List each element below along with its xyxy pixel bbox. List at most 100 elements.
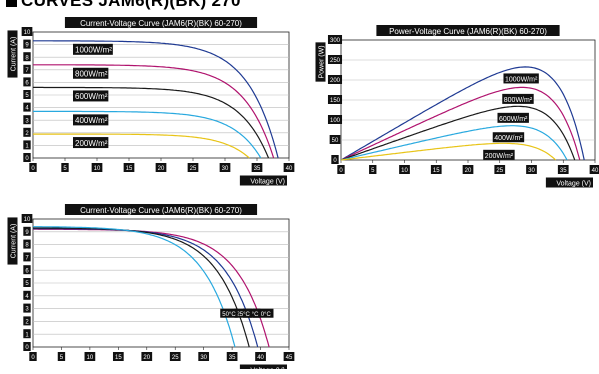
x-tick-label: 0 bbox=[337, 165, 345, 174]
y-tick-label-text: 8 bbox=[25, 55, 29, 61]
series-label: 400W/m² bbox=[492, 132, 525, 143]
x-tick-label-box bbox=[141, 352, 153, 361]
x-tick-label-box bbox=[112, 352, 124, 361]
chart-pv-irradiance-svg: Power-Voltage Curve (JAM6(R)(BK) 60-270)… bbox=[315, 25, 599, 188]
chart-iv-irradiance-svg: Current-Voltage Curve (JAM6(R)(BK) 60-27… bbox=[7, 17, 295, 186]
series-label-text: -10°C bbox=[255, 312, 271, 318]
x-tick-label-text: 40 bbox=[592, 168, 599, 174]
bullet-square-icon bbox=[6, 0, 17, 8]
y-tick-label-box bbox=[23, 127, 31, 137]
x-tick-label-box bbox=[557, 165, 569, 174]
y-tick-label-box bbox=[23, 52, 31, 62]
chart-title: Current-Voltage Curve (JAM6(R)(BK) 60-27… bbox=[64, 204, 258, 215]
y-tick-label-box bbox=[23, 115, 31, 125]
series-label-box bbox=[502, 93, 534, 104]
y-tick-label-text: 10 bbox=[24, 30, 31, 36]
x-tick-label-text: 15 bbox=[126, 166, 133, 172]
series-line bbox=[33, 227, 250, 348]
y-tick-label-box bbox=[23, 239, 31, 249]
series-line bbox=[33, 133, 250, 159]
y-tick-label-box bbox=[327, 95, 343, 104]
x-tick-label-text: 30 bbox=[222, 166, 229, 172]
x-tick-label-box bbox=[337, 165, 345, 174]
series-label-text: 600W/m² bbox=[75, 92, 108, 101]
y-tick-label: 0 bbox=[23, 342, 31, 351]
y-axis-label: Current (A) bbox=[7, 217, 18, 265]
y-tick-label-text: 50 bbox=[332, 138, 339, 144]
series-line bbox=[33, 110, 262, 159]
x-tick-label: 25 bbox=[187, 163, 199, 172]
y-tick-label: 10 bbox=[21, 27, 33, 36]
y-tick-label: 4 bbox=[23, 102, 31, 112]
x-tick-label: 5 bbox=[61, 163, 69, 172]
x-axis-label: Voltage (V) bbox=[545, 177, 593, 188]
series-label-box bbox=[252, 308, 274, 318]
x-tick-label-text: 10 bbox=[401, 168, 408, 174]
y-axis-label-box bbox=[315, 42, 326, 82]
y-tick-label: 50 bbox=[329, 135, 341, 144]
x-tick-label-box bbox=[494, 165, 506, 174]
x-tick-label: 15 bbox=[430, 165, 442, 174]
y-tick-label: 300 bbox=[327, 35, 343, 44]
series-label: 25°C bbox=[234, 308, 252, 318]
x-tick-label: 25 bbox=[494, 165, 506, 174]
x-tick-label: 40 bbox=[255, 352, 266, 361]
x-tick-label: 40 bbox=[589, 165, 599, 174]
y-tick-label: 2 bbox=[23, 127, 31, 137]
y-tick-label-box bbox=[23, 290, 31, 300]
x-tick-label: 40 bbox=[283, 163, 295, 172]
y-axis-label-text: Power (W) bbox=[318, 45, 325, 78]
y-tick-label-text: 1 bbox=[25, 144, 29, 150]
series-line bbox=[33, 86, 270, 159]
y-tick-label-box bbox=[23, 329, 31, 339]
chart-iv-temperature-svg: Current-Voltage Curve (JAM6(R)(BK) 60-27… bbox=[7, 204, 295, 374]
x-tick-label-box bbox=[169, 352, 181, 361]
series-line bbox=[33, 226, 236, 348]
series-label-box bbox=[483, 149, 515, 160]
y-tick-label: 7 bbox=[23, 64, 31, 74]
y-tick-label: 250 bbox=[327, 55, 343, 64]
x-tick-label: 30 bbox=[219, 163, 231, 172]
y-tick-label-text: 2 bbox=[25, 320, 29, 326]
x-tick-label-text: 5 bbox=[60, 355, 64, 361]
y-tick-label: 2 bbox=[23, 316, 31, 326]
y-tick-label-box bbox=[327, 55, 343, 64]
x-tick-label: 45 bbox=[283, 352, 295, 361]
x-axis-label: Voltage (V) bbox=[239, 364, 287, 374]
y-tick-label-box bbox=[331, 155, 339, 164]
y-tick-label-text: 1 bbox=[25, 332, 29, 338]
x-tick-label-text: 20 bbox=[143, 355, 150, 361]
x-tick-label-box bbox=[283, 352, 295, 361]
y-tick-label-text: 10 bbox=[24, 217, 31, 223]
y-tick-label: 3 bbox=[23, 115, 31, 125]
y-tick-label-box bbox=[23, 342, 31, 351]
series-line bbox=[340, 66, 585, 161]
y-tick-label-box bbox=[327, 75, 343, 84]
x-tick-label-box bbox=[198, 352, 210, 361]
y-tick-label: 1 bbox=[23, 140, 31, 150]
series-label: -10°C bbox=[252, 308, 274, 318]
y-tick-label-box bbox=[23, 153, 31, 162]
x-tick-label-text: 5 bbox=[63, 166, 67, 172]
x-tick-label-text: 30 bbox=[200, 355, 207, 361]
series-label: 600W/m² bbox=[497, 112, 529, 123]
y-tick-label-text: 150 bbox=[330, 98, 341, 104]
x-tick-label-box bbox=[84, 352, 96, 361]
series-label-text: 200W/m² bbox=[75, 139, 108, 148]
y-tick-label-text: 100 bbox=[330, 118, 341, 124]
x-tick-label: 0 bbox=[29, 163, 37, 172]
series-label: 200W/m² bbox=[73, 137, 109, 149]
y-tick-label: 100 bbox=[327, 115, 343, 124]
x-tick-label-box bbox=[283, 163, 295, 172]
x-tick-label-text: 25 bbox=[496, 168, 503, 174]
y-tick-label-box bbox=[23, 77, 31, 87]
x-tick-label: 25 bbox=[169, 352, 181, 361]
x-tick-label-box bbox=[219, 163, 231, 172]
x-tick-label: 5 bbox=[57, 352, 66, 361]
y-tick-label: 9 bbox=[23, 226, 31, 236]
y-tick-label: 7 bbox=[23, 252, 31, 262]
series-label-box bbox=[73, 43, 113, 55]
x-tick-label-box bbox=[399, 165, 410, 174]
series-line bbox=[33, 64, 275, 159]
x-tick-label-box bbox=[187, 163, 199, 172]
